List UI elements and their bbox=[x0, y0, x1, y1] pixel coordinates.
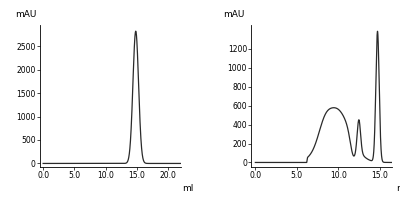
X-axis label: ml: ml bbox=[182, 184, 194, 193]
X-axis label: ml: ml bbox=[396, 184, 400, 193]
Text: mAU: mAU bbox=[15, 10, 36, 19]
Text: mAU: mAU bbox=[223, 10, 244, 19]
